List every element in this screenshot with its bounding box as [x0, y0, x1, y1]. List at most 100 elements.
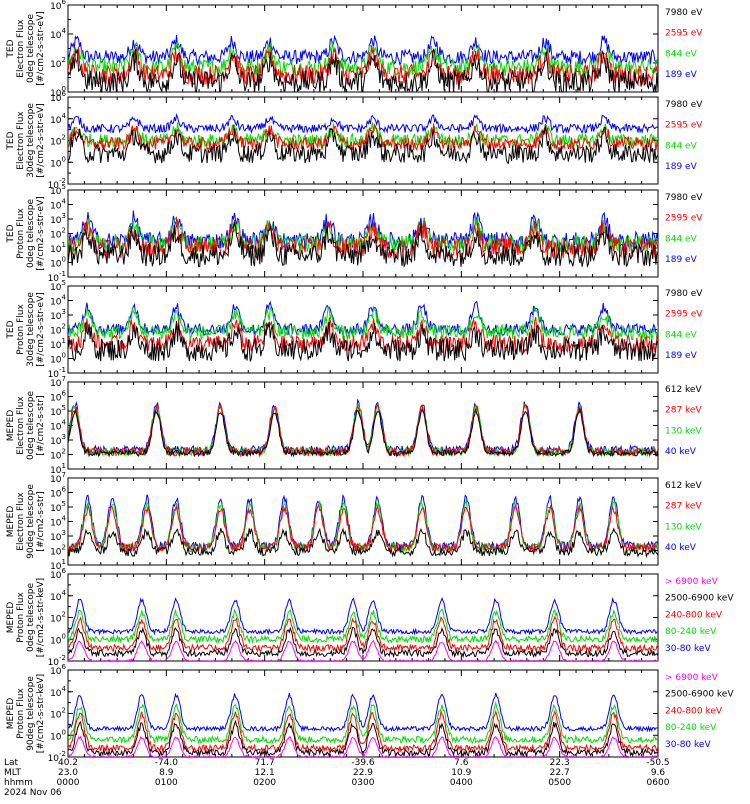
traces: [68, 300, 658, 362]
footer-tick-label: -74.0: [155, 758, 179, 768]
legend-entry: 7980 eV: [665, 100, 703, 110]
y-axis-label-line: [#/cm2-s-str-eV]: [36, 292, 46, 367]
legend-entry: 30-80 keV: [665, 740, 711, 750]
y-axis-label-line: Electron Flux: [16, 111, 26, 170]
legend-entry: 612 keV: [665, 481, 702, 491]
legend-entry: 7980 eV: [665, 289, 703, 299]
y-axis-label-line: Electron Flux: [16, 492, 26, 551]
y-tick-label: 103: [50, 433, 66, 447]
y-axis-label-line: [#/cm2-s-str-keV]: [36, 674, 46, 753]
legend-entry: 612 keV: [665, 385, 702, 395]
footer-tick-label: 23.0: [58, 768, 78, 778]
y-axis-label-line: [#/cm2-s-str-eV]: [36, 196, 46, 271]
panel-8: 10-2 100 102 104 106 MEPEDProton Flux90deg te…: [6, 663, 734, 764]
y-axis-label-line: [#/cm2-s-str-eV]: [36, 103, 46, 178]
series-line: [68, 305, 658, 341]
y-tick-label: 10-2: [48, 750, 66, 764]
footer-tick-label: 12.1: [255, 768, 275, 778]
y-tick-label: 106: [50, 0, 66, 12]
series-line: [68, 122, 658, 152]
series-line: [68, 125, 658, 165]
panel-2: 10-2 100 102 104 106 TEDElectron Flux30deg te…: [6, 90, 703, 191]
footer-tick-label: 0100: [155, 778, 178, 788]
y-tick-label: 100: [50, 85, 66, 99]
y-axis-label: TEDElectron Flux30deg telescope[#/cm2-s-…: [6, 103, 46, 178]
panel-1: 100 102 104 106 TEDElectron Flux0deg telesco…: [6, 0, 703, 99]
y-axis-label: MEPEDElectron Flux90deg telescope[#/cm2-…: [6, 484, 46, 559]
y-tick-label: 102: [50, 707, 66, 721]
y-axis-label-line: MEPED: [6, 698, 16, 730]
y-tick-label: 104: [50, 685, 66, 699]
y-axis-label-line: Proton Flux: [16, 208, 26, 259]
footer-tick-label: 8.9: [159, 768, 174, 778]
series-line: [68, 527, 658, 559]
legend-entry: 189 eV: [665, 162, 698, 172]
y-tick-label: 100: [50, 155, 66, 169]
footer-row-label: Lat: [4, 758, 19, 768]
y-axis-label-line: [#/cm2-s-str]: [36, 491, 46, 551]
y-tick-label: 10-1: [48, 366, 66, 380]
y-axis-label-line: 30deg telescope: [26, 103, 36, 178]
y-tick-label: 10-2: [48, 177, 66, 191]
y-tick-label: 104: [50, 112, 66, 126]
footer-row-label: MLT: [4, 768, 22, 778]
y-tick-label: 10-1: [48, 270, 66, 284]
footer-tick-label: 0600: [647, 778, 670, 788]
footer-tick-label: 0000: [57, 778, 80, 788]
series-line: [68, 321, 658, 362]
series-line: [68, 692, 658, 733]
legend-entry: 40 keV: [665, 543, 697, 553]
y-tick-label: 105: [50, 404, 66, 418]
series-line: [68, 48, 658, 92]
legend-entry: 189 eV: [665, 255, 698, 265]
y-axis-label-line: TED: [6, 39, 16, 58]
legend-entry: 2500-6900 keV: [665, 594, 734, 604]
legend-entry: > 6900 keV: [665, 577, 719, 587]
legend-entry: 2500-6900 keV: [665, 690, 734, 700]
y-tick-label: 103: [50, 529, 66, 543]
series-line: [68, 596, 658, 636]
y-axis-label-line: Electron Flux: [16, 396, 26, 455]
footer-tick-label: -39.6: [351, 758, 375, 768]
y-axis-label: MEPEDProton Flux0deg telescope[#/cm2-s-s…: [6, 578, 46, 657]
legend-entry: 2595 eV: [665, 310, 703, 320]
y-axis-label-line: 0deg telescope: [26, 199, 36, 269]
traces: [68, 692, 658, 757]
y-axis-label-line: [#/cm2-s-str-keV]: [36, 578, 46, 657]
series-line: [68, 701, 658, 745]
legend-entry: 287 keV: [665, 406, 702, 416]
y-tick-label: 102: [50, 227, 66, 241]
footer-row-label: hhmm: [4, 778, 33, 788]
traces: [68, 34, 658, 92]
y-tick-label: 101: [50, 241, 66, 255]
series-line: [68, 615, 658, 654]
y-axis-label-line: MEPED: [6, 410, 16, 442]
y-tick-label: 102: [50, 544, 66, 558]
footer-tick-label: 0500: [548, 778, 571, 788]
legend-entry: 240-800 keV: [665, 706, 723, 716]
y-axis-label-line: 0deg telescope: [26, 14, 36, 84]
y-axis-label-line: Electron Flux: [16, 19, 26, 78]
series-line: [68, 719, 658, 757]
y-tick-label: 100: [50, 256, 66, 270]
y-axis-label-line: MEPED: [6, 506, 16, 538]
y-axis-label: TEDProton Flux0deg telescope[#/cm2-s-str…: [6, 196, 46, 271]
series-line: [68, 222, 658, 269]
y-tick-label: 102: [50, 448, 66, 462]
series-line: [68, 626, 658, 659]
legend-entry: 189 eV: [665, 351, 698, 361]
y-axis-label-line: [#/cm2-s-str-eV]: [36, 11, 46, 86]
footer-tick-label: 7.6: [454, 758, 469, 768]
footer-tick-label: 0400: [450, 778, 473, 788]
y-tick-label: 106: [50, 390, 66, 404]
footer-tick-label: 22.3: [550, 758, 570, 768]
series-line: [68, 503, 658, 554]
y-tick-label: 100: [50, 728, 66, 742]
legend-entry: 130 keV: [665, 426, 702, 436]
y-axis-label-line: 0deg telescope: [26, 583, 36, 653]
